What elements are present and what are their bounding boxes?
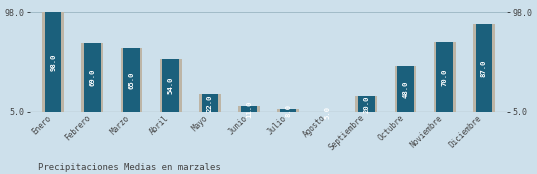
Text: 11.0: 11.0 [246,100,252,117]
Bar [397,66,413,112]
Bar [476,24,492,112]
Bar [201,94,218,112]
Bar [434,42,455,112]
Bar [162,59,179,112]
Bar [238,106,260,112]
Bar [45,12,61,112]
Bar [199,94,221,112]
Bar [395,66,417,112]
Text: 70.0: 70.0 [441,68,448,86]
Bar [82,43,103,112]
Text: 98.0: 98.0 [50,53,56,71]
Bar [120,48,142,112]
Bar [241,106,257,112]
Bar [42,12,64,112]
Bar [358,96,375,112]
Text: 8.0: 8.0 [285,104,291,117]
Text: Precipitaciones Medias en marzales: Precipitaciones Medias en marzales [38,163,220,172]
Text: 20.0: 20.0 [364,95,369,113]
Bar [280,109,296,112]
Bar [277,109,299,112]
Text: 48.0: 48.0 [403,80,409,98]
Text: 54.0: 54.0 [168,77,173,94]
Bar [159,59,182,112]
Bar [355,96,378,112]
Bar [473,24,495,112]
Text: 5.0: 5.0 [324,105,330,118]
Bar [124,48,140,112]
Text: 65.0: 65.0 [128,71,134,89]
Text: 69.0: 69.0 [89,69,96,86]
Text: 87.0: 87.0 [481,59,487,77]
Text: 22.0: 22.0 [207,94,213,112]
Bar [84,43,100,112]
Bar [437,42,453,112]
